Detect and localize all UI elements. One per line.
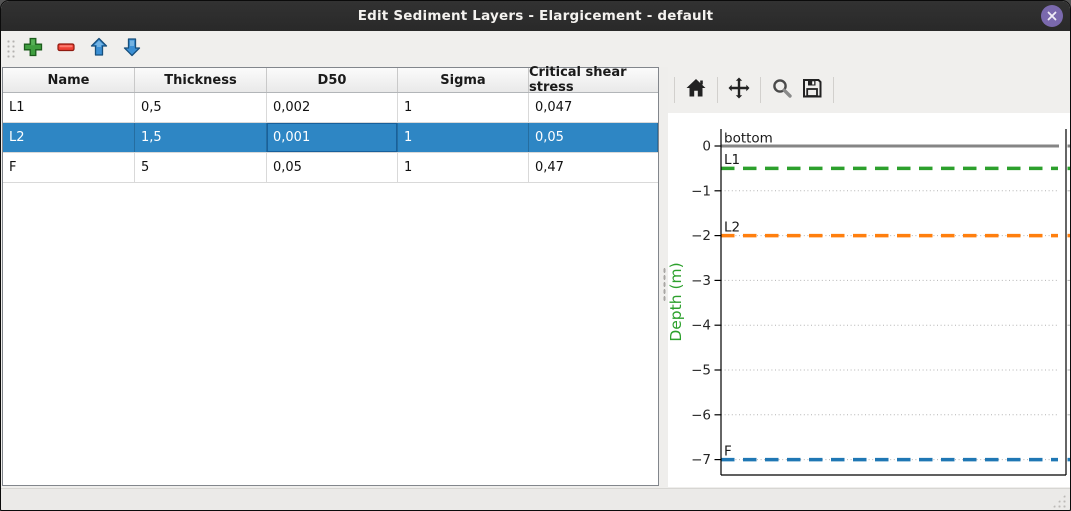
- cell-name[interactable]: L1: [3, 93, 135, 122]
- remove-layer-button[interactable]: [51, 35, 81, 63]
- table-row-l2-selected[interactable]: L2 1,5 0,001 1 0,05: [3, 123, 658, 153]
- move-up-button[interactable]: [84, 35, 114, 63]
- splitter-handle-icon: [662, 267, 666, 301]
- edit-toolbar: [1, 31, 1070, 67]
- cell-thickness[interactable]: 5: [135, 153, 267, 182]
- minus-icon: [56, 37, 76, 61]
- plus-icon: [23, 37, 43, 61]
- pan-button[interactable]: [724, 75, 754, 105]
- column-header-d50[interactable]: D50: [267, 68, 398, 92]
- status-bar: [1, 488, 1070, 510]
- close-icon: [1046, 10, 1058, 22]
- svg-text:−4: −4: [691, 318, 711, 334]
- depth-profile-chart: 0 −1 −2 −3 −4 −5 −6 −7 bottom L1 L2: [667, 129, 1070, 476]
- cell-d50[interactable]: 0,05: [267, 153, 398, 182]
- titlebar[interactable]: Edit Sediment Layers - Elargicement - de…: [1, 1, 1070, 32]
- column-header-name[interactable]: Name: [3, 68, 135, 92]
- add-layer-button[interactable]: [18, 35, 48, 63]
- cell-sigma[interactable]: 1: [398, 93, 529, 122]
- svg-text:0: 0: [702, 139, 711, 155]
- pan-icon: [728, 77, 750, 103]
- cell-critical-shear-stress[interactable]: 0,047: [535, 100, 573, 115]
- cell-name[interactable]: L2: [3, 123, 135, 152]
- cell-d50[interactable]: 0,002: [267, 93, 398, 122]
- zoom-icon: [771, 77, 793, 103]
- clipped-line-ends: [1067, 144, 1070, 462]
- y-axis-label: Depth (m): [668, 262, 685, 341]
- toolbar-drag-handle[interactable]: [5, 38, 15, 60]
- move-down-button[interactable]: [117, 35, 147, 63]
- svg-text:−3: −3: [691, 273, 711, 289]
- table-row-f[interactable]: F 5 0,05 1 0,47: [3, 153, 658, 183]
- cell-critical-shear-stress[interactable]: 0,05: [529, 123, 658, 152]
- main-area: Name Thickness D50 Sigma Critical shear …: [1, 65, 1070, 488]
- home-button[interactable]: [681, 75, 711, 105]
- f-label: F: [724, 444, 732, 460]
- gridlines: [721, 190, 1058, 461]
- save-icon: [801, 77, 823, 103]
- svg-text:−7: −7: [691, 452, 711, 468]
- column-header-critical-shear-stress[interactable]: Critical shear stress: [529, 65, 627, 95]
- toolbar-separator: [833, 77, 834, 103]
- svg-text:−1: −1: [691, 183, 711, 199]
- bottom-label: bottom: [724, 131, 773, 147]
- plot-panel: 0 −1 −2 −3 −4 −5 −6 −7 bottom L1 L2: [667, 67, 1070, 488]
- toolbar-separator: [717, 77, 718, 103]
- column-header-thickness[interactable]: Thickness: [135, 68, 267, 92]
- sediment-layers-table: Name Thickness D50 Sigma Critical shear …: [2, 65, 659, 486]
- axes-spines: [720, 129, 1067, 476]
- layer-labels: bottom L1 L2 F: [724, 131, 773, 460]
- cell-d50-focused[interactable]: 0,001: [267, 123, 398, 152]
- arrow-down-icon: [122, 37, 142, 61]
- svg-text:−2: −2: [691, 228, 711, 244]
- save-button[interactable]: [797, 75, 827, 105]
- toolbar-separator: [674, 77, 675, 103]
- window-title: Edit Sediment Layers - Elargicement - de…: [357, 8, 714, 24]
- cell-thickness[interactable]: 0,5: [135, 93, 267, 122]
- y-ticks: [714, 145, 721, 461]
- svg-text:−5: −5: [691, 363, 711, 379]
- toolbar-separator: [760, 77, 761, 103]
- cell-sigma[interactable]: 1: [398, 153, 529, 182]
- arrow-up-icon: [89, 37, 109, 61]
- panel-splitter[interactable]: [660, 67, 668, 488]
- table-row-l1[interactable]: L1 0,5 0,002 1 0,047: [3, 93, 658, 123]
- resize-grip-icon[interactable]: [1052, 494, 1066, 508]
- plot-toolbar: [668, 67, 1070, 113]
- close-button[interactable]: [1041, 5, 1063, 27]
- home-icon: [685, 77, 707, 103]
- l1-label: L1: [724, 152, 740, 168]
- svg-text:−6: −6: [691, 407, 711, 423]
- l2-label: L2: [724, 220, 740, 236]
- figure-canvas[interactable]: 0 −1 −2 −3 −4 −5 −6 −7 bottom L1 L2: [667, 113, 1070, 487]
- cell-name[interactable]: F: [3, 153, 135, 182]
- cell-critical-shear-stress[interactable]: 0,47: [535, 160, 564, 175]
- zoom-button[interactable]: [767, 75, 797, 105]
- column-header-sigma[interactable]: Sigma: [398, 68, 529, 92]
- cell-thickness[interactable]: 1,5: [135, 123, 267, 152]
- table-header-row: Name Thickness D50 Sigma Critical shear …: [3, 65, 658, 95]
- cell-sigma[interactable]: 1: [398, 123, 529, 152]
- y-tick-labels: 0 −1 −2 −3 −4 −5 −6 −7: [691, 139, 711, 469]
